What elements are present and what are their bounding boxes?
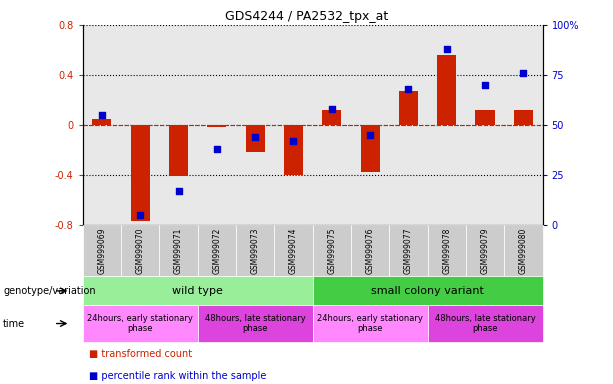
Bar (207, 125, 226, 127)
Text: wild type: wild type (172, 286, 223, 296)
Point (403, 86, 413, 92)
Point (135, 212, 145, 218)
Text: GSM999079: GSM999079 (481, 227, 490, 274)
Text: GSM999077: GSM999077 (404, 227, 413, 274)
Bar (93, 119, 112, 125)
Text: 24hours, early stationary
phase: 24hours, early stationary phase (87, 314, 193, 333)
Text: time: time (3, 318, 25, 329)
Point (442, 46, 452, 52)
Point (327, 106, 337, 112)
Bar (169, 125, 188, 176)
Point (173, 188, 183, 194)
Bar (514, 110, 533, 125)
Text: 48hours, late stationary
phase: 48hours, late stationary phase (435, 314, 535, 333)
Text: GSM999069: GSM999069 (97, 227, 107, 274)
Text: GDS4244 / PA2532_tpx_at: GDS4244 / PA2532_tpx_at (225, 10, 388, 23)
Bar (476, 110, 495, 125)
Bar (284, 125, 303, 175)
Text: GSM999078: GSM999078 (442, 227, 451, 274)
Text: 24hours, early stationary
phase: 24hours, early stationary phase (317, 314, 423, 333)
Bar (437, 55, 456, 125)
Text: GSM999076: GSM999076 (365, 227, 375, 274)
Text: GSM999071: GSM999071 (174, 227, 183, 274)
Text: GSM999073: GSM999073 (251, 227, 260, 274)
Bar (322, 110, 341, 125)
Point (97, 112, 107, 118)
Text: GSM999075: GSM999075 (327, 227, 337, 274)
Bar (360, 125, 379, 172)
Text: ■ percentile rank within the sample: ■ percentile rank within the sample (89, 371, 266, 381)
Text: GSM999072: GSM999072 (212, 227, 221, 274)
Text: GSM999074: GSM999074 (289, 227, 298, 274)
Point (480, 82, 490, 88)
Text: GSM999070: GSM999070 (135, 227, 145, 274)
Bar (399, 91, 418, 125)
Point (212, 146, 222, 152)
Text: 48hours, late stationary
phase: 48hours, late stationary phase (205, 314, 305, 333)
Point (519, 70, 528, 76)
Bar (131, 125, 150, 221)
Bar (246, 125, 265, 152)
Text: ■ transformed count: ■ transformed count (89, 349, 192, 359)
Point (289, 138, 299, 144)
Text: genotype/variation: genotype/variation (3, 286, 96, 296)
Point (250, 134, 260, 140)
Text: small colony variant: small colony variant (371, 286, 484, 296)
Point (365, 132, 375, 138)
Text: GSM999080: GSM999080 (519, 227, 528, 274)
